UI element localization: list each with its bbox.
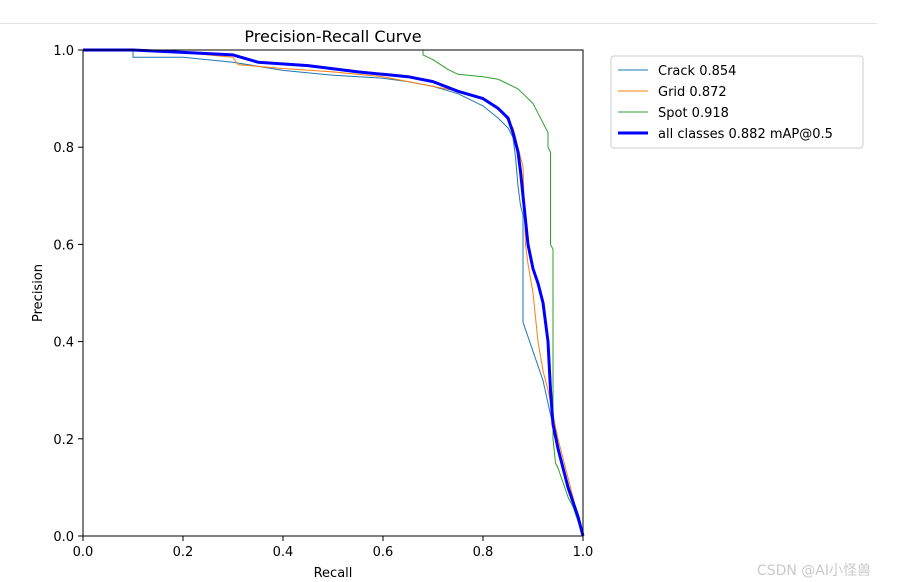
- x-tick-label: 0.6: [373, 545, 394, 560]
- y-tick-label: 0.0: [53, 530, 74, 545]
- y-tick-label: 0.6: [53, 238, 74, 253]
- x-tick-label: 0.2: [173, 545, 194, 560]
- watermark-text: CSDN @AI小怪兽: [756, 563, 871, 579]
- x-tick-label: 0.4: [273, 545, 294, 560]
- page-top-divider: [0, 23, 877, 24]
- series-line-1: [83, 49, 584, 537]
- x-axis-label: Recall: [314, 566, 353, 581]
- plot-frame: [82, 49, 584, 537]
- legend-box: [610, 55, 864, 149]
- legend-label: all classes 0.882 mAP@0.5: [658, 127, 833, 142]
- x-tick-label: 0.8: [473, 545, 494, 560]
- series-line-2: [83, 49, 584, 537]
- x-tick-label: 1.0: [573, 545, 594, 560]
- legend-label: Spot 0.918: [658, 106, 729, 121]
- axis-ticks: 0.0 0.2 0.4 0.6 0.8 1.0 0.0 0.2 0.4 0.6 0.8 1.0: [53, 44, 593, 560]
- y-axis-label: Precision: [31, 264, 46, 322]
- y-tick-label: 0.2: [53, 433, 74, 448]
- legend-label: Crack 0.854: [658, 64, 736, 79]
- y-tick-label: 1.0: [53, 44, 74, 59]
- chart-title: Precision-Recall Curve: [244, 27, 421, 46]
- x-tick-label: 0.0: [73, 545, 94, 560]
- legend-label: Grid 0.872: [658, 85, 727, 100]
- series-layer: [83, 48, 585, 537]
- legend: Crack 0.854 Grid 0.872 Spot 0.918 all class…: [610, 55, 864, 149]
- y-tick-label: 0.8: [53, 141, 74, 156]
- series-line-3: [83, 48, 585, 537]
- y-tick-label: 0.4: [53, 336, 74, 351]
- series-line-0: [83, 49, 584, 537]
